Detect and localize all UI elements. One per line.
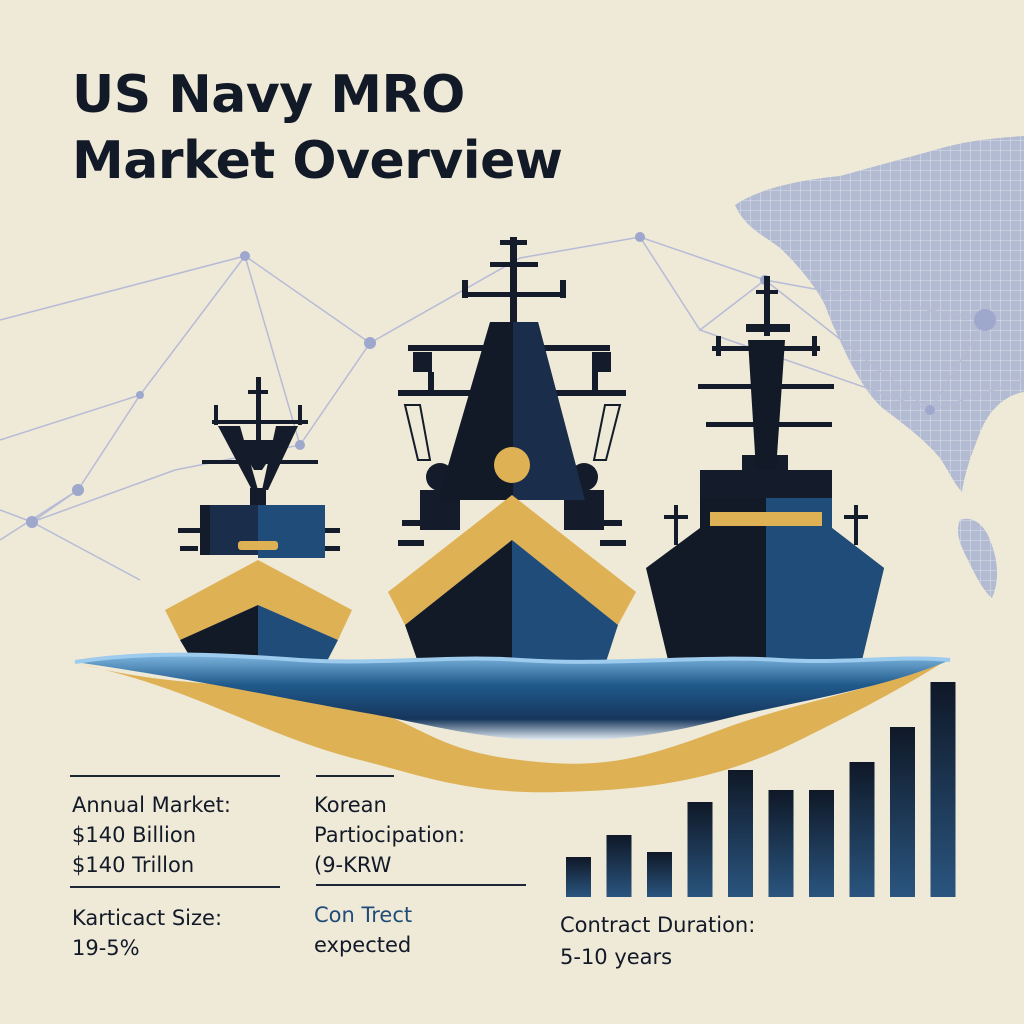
contract-label: Con Trect: [314, 903, 413, 927]
duration-value: 5-10 years: [560, 945, 673, 969]
karticact-value: 19-5%: [72, 936, 140, 960]
bar-9: [890, 727, 915, 897]
left-ship: [165, 377, 352, 665]
korean-label-1: Korean: [314, 793, 387, 817]
title-line-2: Market Overview: [72, 131, 563, 191]
bar-6: [768, 790, 794, 897]
divider-top-mid: [316, 775, 394, 777]
center-ship: [388, 237, 636, 668]
divider-mid-left: [70, 886, 280, 888]
bar-3: [647, 852, 672, 897]
bar-7: [809, 790, 834, 897]
korean-stat: Korean Partiocipation: (9-KRW: [314, 790, 465, 880]
divider-mid-mid: [316, 884, 526, 886]
karticact-stat: Karticact Size: 19-5%: [72, 903, 222, 963]
korean-value: (9-KRW: [314, 853, 392, 877]
divider-top-left: [70, 775, 280, 777]
title-line-1: US Navy MRO: [72, 65, 465, 125]
annual-market-value-1: $140 Billion: [72, 823, 197, 847]
annual-market-label: Annual Market:: [72, 793, 231, 817]
bar-4: [687, 802, 713, 897]
contract-stat: Con Trect expected: [314, 900, 412, 960]
korean-label-2: Partiocipation:: [314, 823, 466, 847]
bar-8: [849, 762, 875, 897]
annual-market-stat: Annual Market: $140 Billion $140 Trillon: [72, 790, 231, 880]
bar-2: [606, 835, 632, 897]
sea-wave: [74, 652, 951, 793]
contract-value: expected: [314, 933, 412, 957]
duration-stat: Contract Duration: 5-10 years: [560, 910, 755, 972]
page-title: US Navy MRO Market Overview: [72, 62, 563, 194]
annual-market-value-2: $140 Trillon: [72, 853, 195, 877]
karticact-label: Karticact Size:: [72, 906, 223, 930]
network-nodes: [26, 232, 996, 528]
bar-10: [930, 682, 956, 897]
duration-label: Contract Duration:: [560, 913, 756, 937]
bar-chart: [566, 682, 956, 897]
bar-5: [728, 770, 753, 897]
right-ship: [646, 276, 884, 660]
bar-1: [566, 857, 591, 897]
